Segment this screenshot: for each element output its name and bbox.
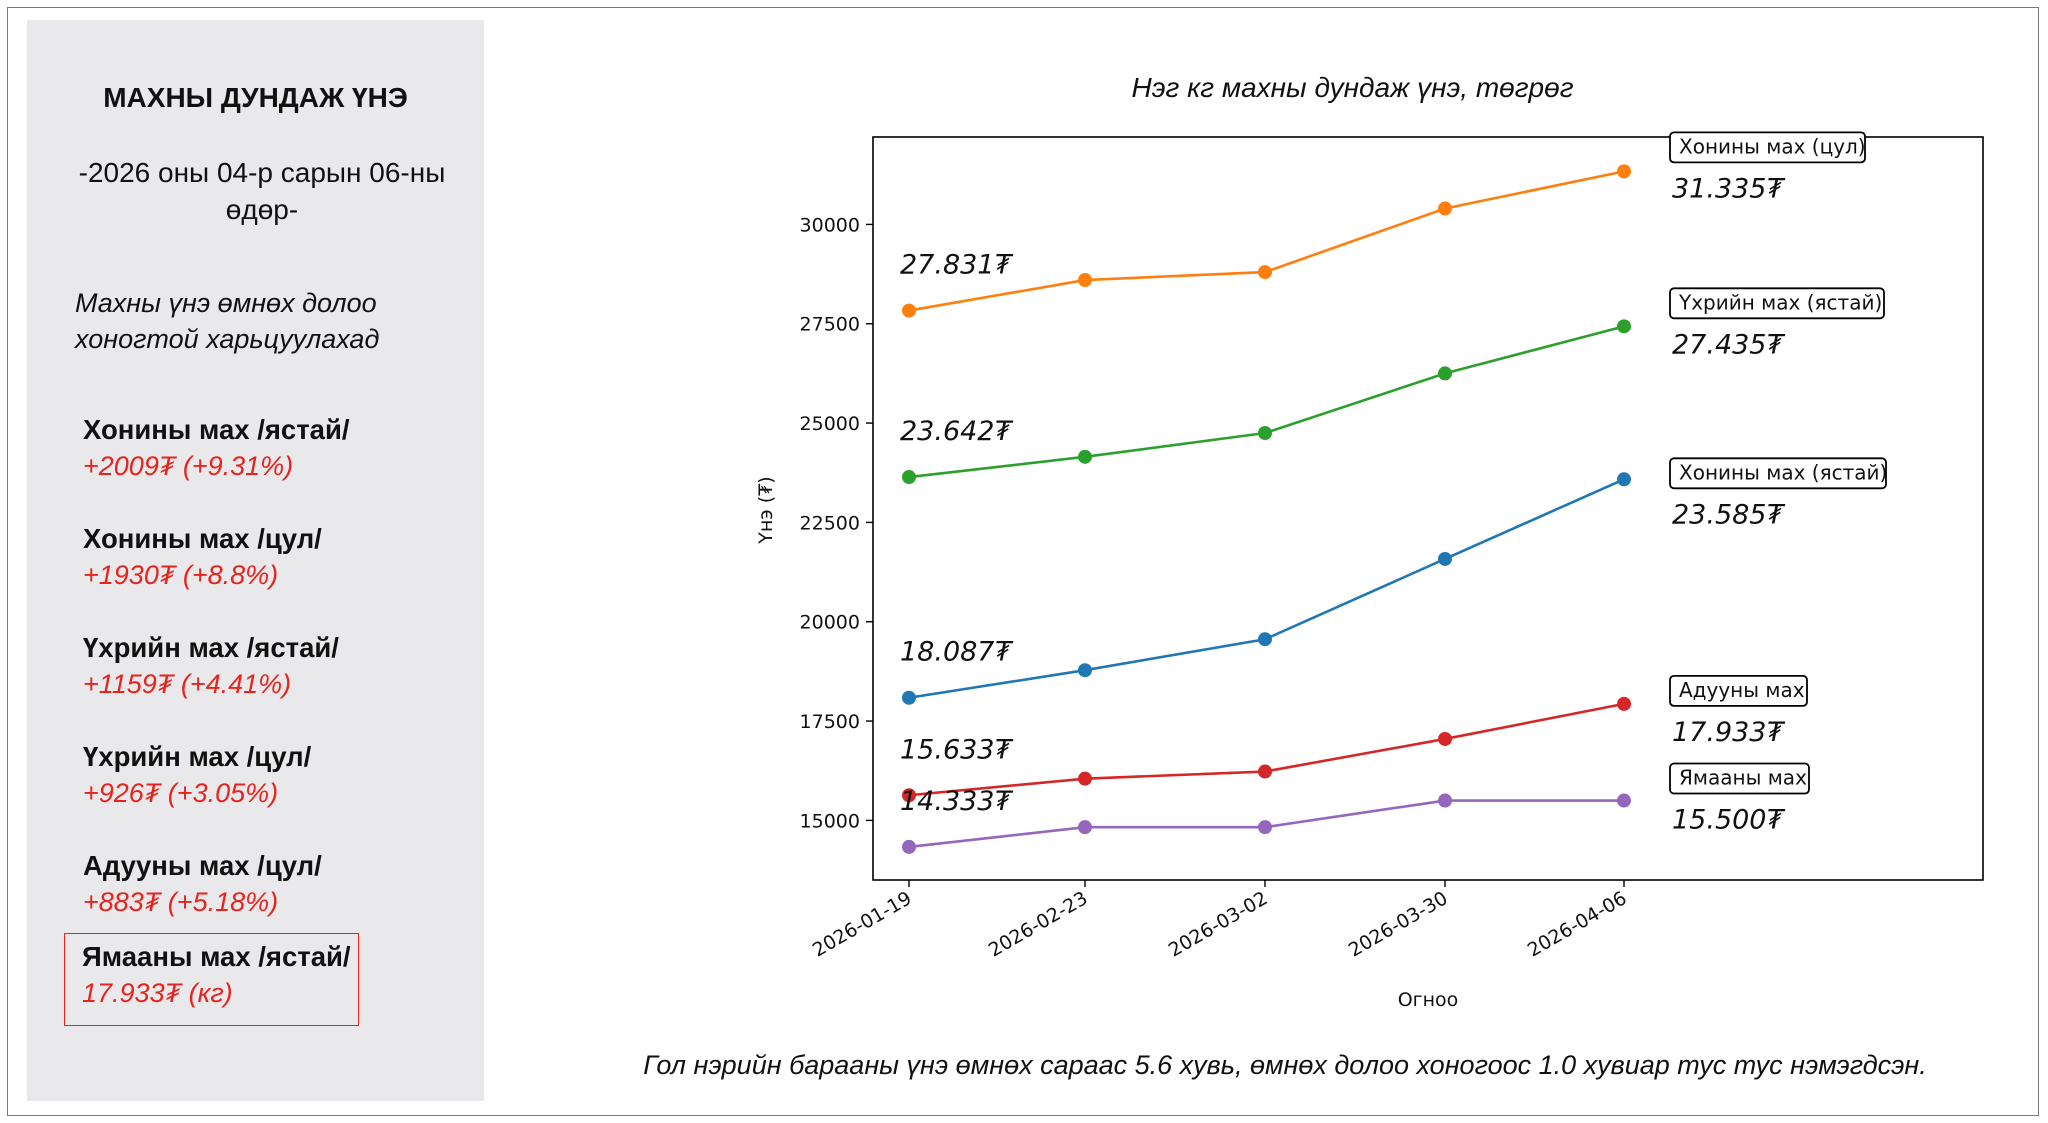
- start-value-label: 18.087₮: [900, 637, 1013, 668]
- end-value-label: 31.335₮: [1672, 173, 1785, 204]
- series-name-box: [1669, 457, 1887, 490]
- x-tick-label: 2026-03-30: [1345, 887, 1452, 961]
- start-value-label: 23.642₮: [900, 416, 1013, 447]
- data-point: [902, 303, 916, 318]
- data-point: [1438, 731, 1452, 746]
- sidebar-item-delta: +883₮ (+5.18%): [83, 887, 279, 917]
- end-value-label: 15.500₮: [1672, 805, 1785, 836]
- sidebar-item: Хонины мах /ястай/ +2009₮ (+9.31%): [83, 412, 463, 484]
- data-point: [1078, 820, 1092, 835]
- figure-frame: [7, 7, 2039, 1116]
- series-name-label: Хонины мах (цул): [1679, 134, 1866, 158]
- series-name-box: [1669, 287, 1885, 320]
- sidebar-item: Үхрийн мах /ястай/ +1159₮ (+4.41%): [83, 630, 463, 702]
- sidebar-item-name: Үхрийн мах /цул/: [83, 741, 312, 772]
- data-point: [1078, 273, 1092, 288]
- x-tick-label: 2026-01-19: [809, 887, 916, 961]
- sidebar-item-name: Ямааны мах /ястай/: [82, 941, 351, 972]
- sidebar-title: МАХНЫ ДУНДАЖ ҮНЭ: [103, 82, 408, 113]
- sidebar-item-delta: 17.933₮ (кг): [82, 978, 233, 1008]
- data-point: [1617, 696, 1631, 711]
- data-point: [1078, 771, 1092, 786]
- data-point: [902, 839, 916, 854]
- summary-sidebar: МАХНЫ ДУНДАЖ ҮНЭ -2026 оны 04-р сарын 06…: [27, 20, 484, 1101]
- x-tick-label: 2026-03-02: [1165, 887, 1272, 961]
- x-tick-label: 2026-04-06: [1524, 887, 1631, 961]
- data-point: [1258, 820, 1272, 835]
- series-line: [908, 478, 1625, 700]
- series-name-box: [1669, 762, 1810, 795]
- sidebar-item-delta: +1159₮ (+4.41%): [83, 669, 292, 699]
- y-tick-label: 27500: [800, 314, 860, 336]
- sidebar-item-delta: +2009₮ (+9.31%): [83, 451, 294, 481]
- sidebar-item-delta: +1930₮ (+8.8%): [83, 560, 279, 590]
- data-point: [1438, 551, 1452, 566]
- y-tick-label: 22500: [800, 512, 860, 534]
- series-name-label: Адууны мах: [1679, 678, 1805, 702]
- x-axis-label: Огноо: [1398, 989, 1459, 1011]
- series-line: [908, 170, 1625, 312]
- data-point: [1078, 449, 1092, 464]
- sidebar-item-delta: +926₮ (+3.05%): [83, 778, 279, 808]
- series-name-box: [1669, 674, 1808, 707]
- y-tick-label: 15000: [800, 810, 860, 832]
- data-point: [1258, 265, 1272, 280]
- y-tick-label: 17500: [800, 711, 860, 733]
- data-point: [1258, 764, 1272, 779]
- series-name-label: Ямааны мах: [1679, 766, 1807, 790]
- sidebar-item: Үхрийн мах /цул/ +926₮ (+3.05%): [83, 739, 463, 811]
- sidebar-item-name: Үхрийн мах /ястай/: [83, 632, 339, 663]
- data-point: [1438, 201, 1452, 216]
- data-point: [902, 690, 916, 705]
- y-tick-label: 25000: [800, 413, 860, 435]
- sidebar-date: -2026 оны 04-р сарын 06-ны өдөр-: [78, 157, 446, 225]
- data-point: [1617, 164, 1631, 179]
- data-point: [1438, 366, 1452, 381]
- data-point: [1617, 472, 1631, 487]
- data-point: [1617, 319, 1631, 334]
- start-value-label: 27.831₮: [900, 250, 1013, 281]
- x-tick-label: 2026-02-23: [985, 887, 1092, 961]
- plot-area-frame: [872, 136, 1984, 881]
- sidebar-item-name: Адууны мах /цул/: [83, 850, 322, 881]
- sidebar-item-name: Хонины мах /ястай/: [83, 414, 350, 445]
- series-line: [908, 702, 1625, 797]
- sidebar-item-highlighted: Ямааны мах /ястай/ 17.933₮ (кг): [64, 933, 359, 1026]
- chart-footnote: Гол нэрийн барааны үнэ өмнөх сараас 5.6 …: [643, 1050, 1927, 1080]
- data-point: [1258, 426, 1272, 441]
- chart-title: Нэг кг махны дундаж үнэ, төгрөг: [1131, 72, 1574, 103]
- series-name-label: Хонины мах (ястай): [1679, 460, 1887, 484]
- data-point: [1078, 663, 1092, 678]
- series-name-label: Үхрийн мах (ястай): [1678, 290, 1882, 314]
- y-axis-label: Үнэ (₮): [755, 476, 777, 544]
- series-name-box: [1669, 131, 1866, 164]
- sidebar-item-name: Хонины мах /цул/: [83, 523, 322, 554]
- y-tick-label: 20000: [800, 612, 860, 634]
- end-value-label: 27.435₮: [1672, 329, 1785, 360]
- data-point: [902, 788, 916, 803]
- start-value-label: 14.333₮: [900, 786, 1013, 817]
- end-value-label: 23.585₮: [1672, 499, 1785, 530]
- start-value-label: 15.633₮: [900, 734, 1013, 765]
- data-point: [1617, 793, 1631, 808]
- y-tick-label: 30000: [800, 214, 860, 236]
- sidebar-item: Адууны мах /цул/ +883₮ (+5.18%): [83, 848, 463, 920]
- end-value-label: 17.933₮: [1672, 717, 1785, 748]
- sidebar-item: Хонины мах /цул/ +1930₮ (+8.8%): [83, 521, 463, 593]
- series-line: [908, 325, 1625, 479]
- sidebar-note: Махны үнэ өмнөх долоо хоногтой харьцуула…: [75, 288, 380, 354]
- data-point: [1438, 793, 1452, 808]
- data-point: [902, 470, 916, 485]
- data-point: [1258, 632, 1272, 647]
